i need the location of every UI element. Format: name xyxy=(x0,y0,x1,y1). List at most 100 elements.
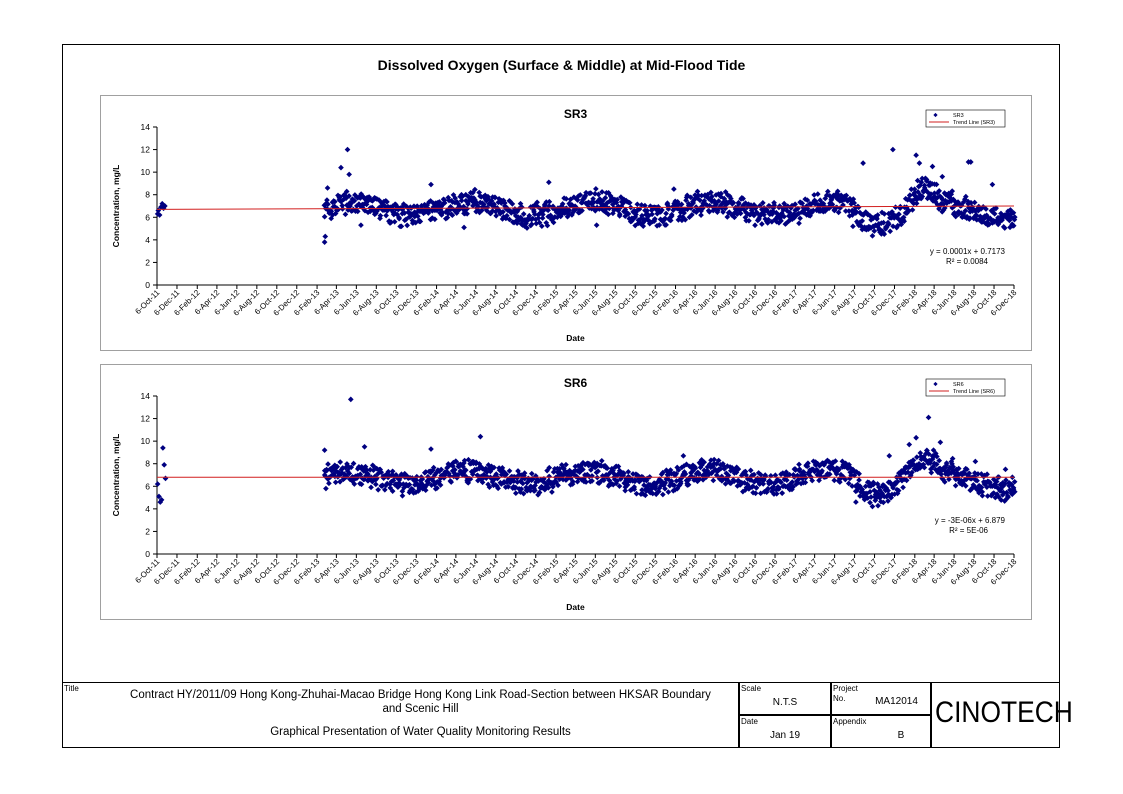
data-point xyxy=(908,186,915,193)
data-point xyxy=(338,164,344,171)
data-point xyxy=(524,225,530,231)
data-point xyxy=(616,483,623,489)
data-point xyxy=(715,457,722,464)
data-point xyxy=(869,503,876,510)
data-point xyxy=(339,202,346,209)
data-point xyxy=(347,396,354,403)
chart-sr6: SR6024681012146-Oct-116-Dec-116-Feb-126-… xyxy=(111,376,1019,612)
data-point xyxy=(802,479,809,486)
project-no-label: No. xyxy=(833,694,846,703)
chart-panel-sr3: SR3 0 2 4 6 8 10 12 14 6-Oct-11 6-Dec-11 6-Feb-12 6-… xyxy=(100,95,1032,351)
data-point xyxy=(936,457,943,464)
data-point xyxy=(501,200,508,206)
data-point xyxy=(896,211,902,218)
data-point xyxy=(518,204,525,210)
x-axis-label: Date xyxy=(566,602,585,612)
data-point xyxy=(321,447,328,453)
data-point xyxy=(731,214,738,221)
data-point xyxy=(161,462,168,468)
data-point xyxy=(399,492,406,499)
data-point xyxy=(923,176,930,183)
data-point xyxy=(695,192,702,199)
data-point xyxy=(760,481,767,487)
data-point xyxy=(640,223,647,229)
data-point xyxy=(606,205,613,212)
data-point xyxy=(550,219,557,226)
data-point xyxy=(649,211,655,218)
data-point xyxy=(375,486,382,493)
data-point xyxy=(880,219,887,226)
data-point xyxy=(984,493,991,499)
data-point xyxy=(711,456,717,463)
y-tick-label: 10 xyxy=(141,436,151,446)
data-point xyxy=(989,181,996,188)
data-point xyxy=(735,201,742,207)
data-point xyxy=(772,472,779,479)
data-point xyxy=(458,197,465,204)
y-tick-label: 6 xyxy=(145,481,150,491)
data-point xyxy=(941,479,948,485)
data-point xyxy=(799,200,806,207)
data-point xyxy=(346,470,353,477)
data-point xyxy=(602,195,609,201)
data-point xyxy=(913,152,919,159)
data-point xyxy=(625,210,632,217)
legend-box xyxy=(925,378,1006,397)
data-point xyxy=(391,218,398,225)
data-point xyxy=(563,461,569,468)
data-point xyxy=(697,197,703,204)
data-point xyxy=(378,469,385,476)
data-point xyxy=(614,196,621,203)
data-point xyxy=(546,179,552,186)
data-point xyxy=(1001,225,1008,231)
chart-title: SR6 xyxy=(564,376,588,390)
data-point xyxy=(876,221,882,227)
data-point xyxy=(593,185,599,192)
legend-box xyxy=(925,109,1006,128)
data-point xyxy=(417,218,424,225)
data-point xyxy=(867,499,873,506)
data-point xyxy=(968,199,974,206)
data-point xyxy=(461,224,467,231)
data-point xyxy=(452,195,458,201)
data-point xyxy=(850,223,856,230)
data-point xyxy=(526,212,533,219)
data-point xyxy=(531,211,538,218)
y-tick-label: 4 xyxy=(145,235,150,245)
data-point xyxy=(708,470,715,477)
y-tick-label: 2 xyxy=(145,526,150,536)
data-point xyxy=(509,201,516,207)
data-point xyxy=(439,209,446,216)
data-point xyxy=(351,481,358,487)
data-point xyxy=(843,192,850,199)
data-point xyxy=(925,451,932,457)
data-point xyxy=(752,222,758,229)
data-point xyxy=(900,484,906,491)
data-point xyxy=(894,478,901,485)
data-point xyxy=(747,467,754,474)
data-point xyxy=(662,485,668,492)
y-tick-label: 14 xyxy=(141,122,151,132)
data-point xyxy=(837,479,843,485)
data-point xyxy=(337,459,344,465)
data-point xyxy=(622,487,629,494)
project-label: Project xyxy=(833,684,858,693)
data-point xyxy=(462,467,469,473)
data-point xyxy=(966,470,973,477)
y-tick-label: 8 xyxy=(145,190,150,200)
data-point xyxy=(814,191,821,197)
data-point xyxy=(520,211,527,217)
data-point xyxy=(1002,466,1009,473)
data-point xyxy=(770,486,777,493)
data-point xyxy=(361,443,368,450)
data-point xyxy=(692,464,698,470)
data-point xyxy=(504,212,510,219)
trend-equation: y = 0.0001x + 0.7173 xyxy=(930,247,1006,256)
date-label: Date xyxy=(741,717,758,726)
data-point xyxy=(911,186,918,193)
data-point xyxy=(826,471,833,478)
data-point xyxy=(735,466,742,472)
data-point xyxy=(778,479,784,486)
data-point xyxy=(574,197,581,203)
data-point xyxy=(396,214,402,221)
